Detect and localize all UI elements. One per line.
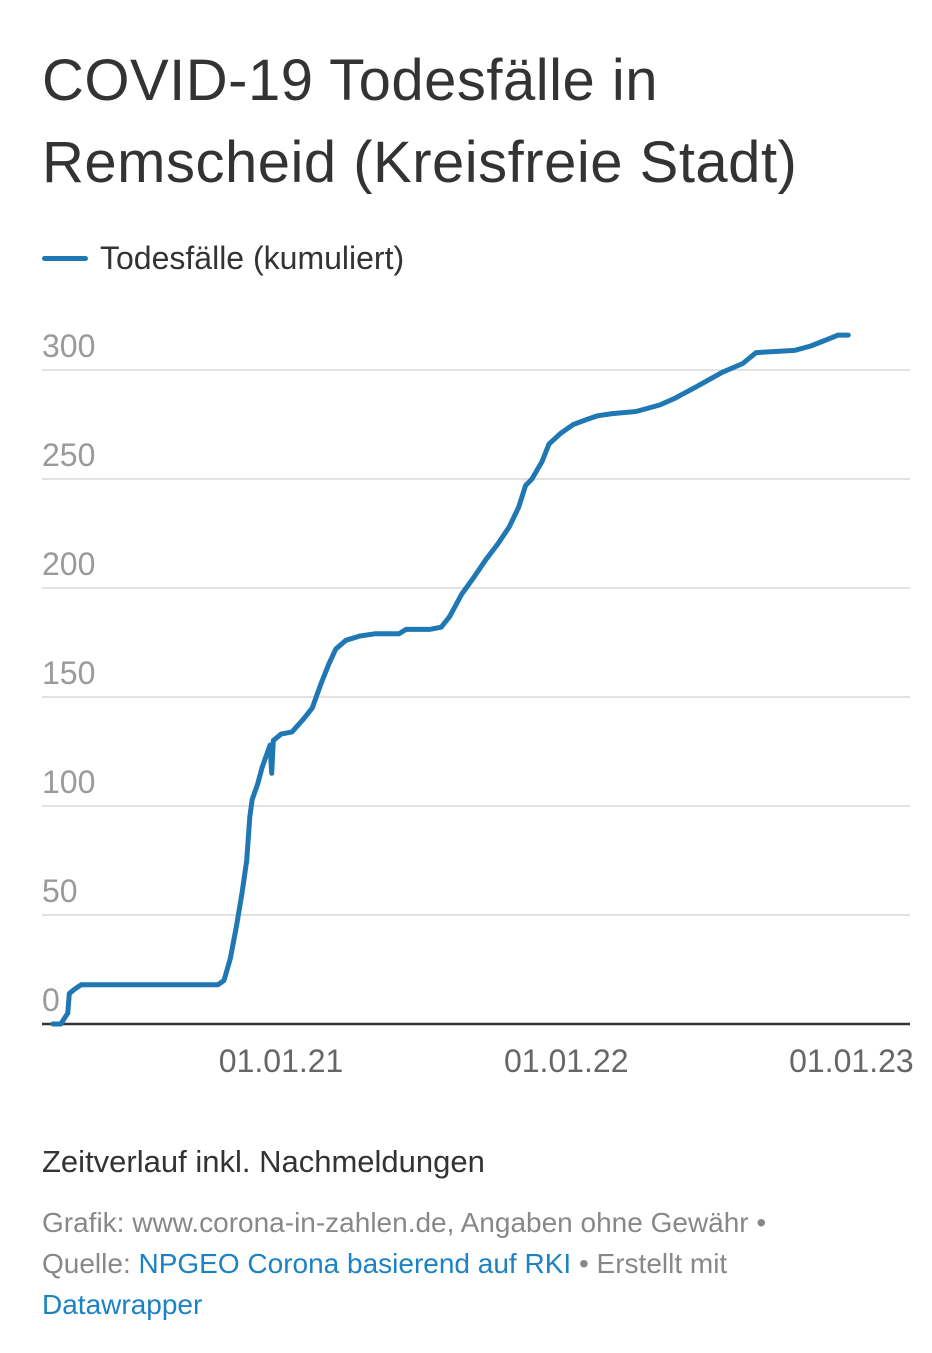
y-tick-label-300: 300	[42, 328, 95, 364]
x-tick-label-1: 01.01.22	[504, 1043, 629, 1079]
footer-created-with: • Erstellt mit	[571, 1248, 728, 1279]
y-tick-label-0: 0	[42, 982, 60, 1018]
datawrapper-link[interactable]: Datawrapper	[42, 1289, 203, 1320]
legend-swatch	[42, 255, 88, 261]
footer-source-prefix: Quelle:	[42, 1248, 139, 1279]
grid-layer	[42, 369, 910, 1026]
y-tick-label-250: 250	[42, 437, 95, 473]
chart-note: Zeitverlauf inkl. Nachmeldungen	[42, 1144, 485, 1179]
legend-label: Todesfälle (kumuliert)	[100, 239, 405, 276]
x-tick-label-2: 01.01.23	[789, 1043, 914, 1079]
chart-title: COVID-19 Todesfälle in Remscheid (Kreisf…	[42, 48, 798, 195]
legend: Todesfälle (kumuliert)	[42, 236, 404, 280]
y-axis-labels: 0 50 100 150 200 250 300	[42, 328, 95, 1018]
source-link[interactable]: NPGEO Corona basierend auf RKI	[138, 1248, 572, 1279]
footer-credit: Grafik: www.corona-in-zahlen.de, Angaben…	[42, 1207, 767, 1238]
y-tick-label-50: 50	[42, 873, 78, 909]
y-tick-label-150: 150	[42, 655, 95, 691]
series-line-todesfaelle	[50, 332, 851, 1027]
x-axis-labels: 01.01.21 01.01.22 01.01.23	[219, 1043, 914, 1079]
x-tick-label-0: 01.01.21	[219, 1043, 344, 1079]
series-layer	[50, 332, 851, 1027]
y-tick-label-200: 200	[42, 546, 95, 582]
y-tick-label-100: 100	[42, 764, 95, 800]
footer: Grafik: www.corona-in-zahlen.de, Angaben…	[42, 1202, 902, 1325]
